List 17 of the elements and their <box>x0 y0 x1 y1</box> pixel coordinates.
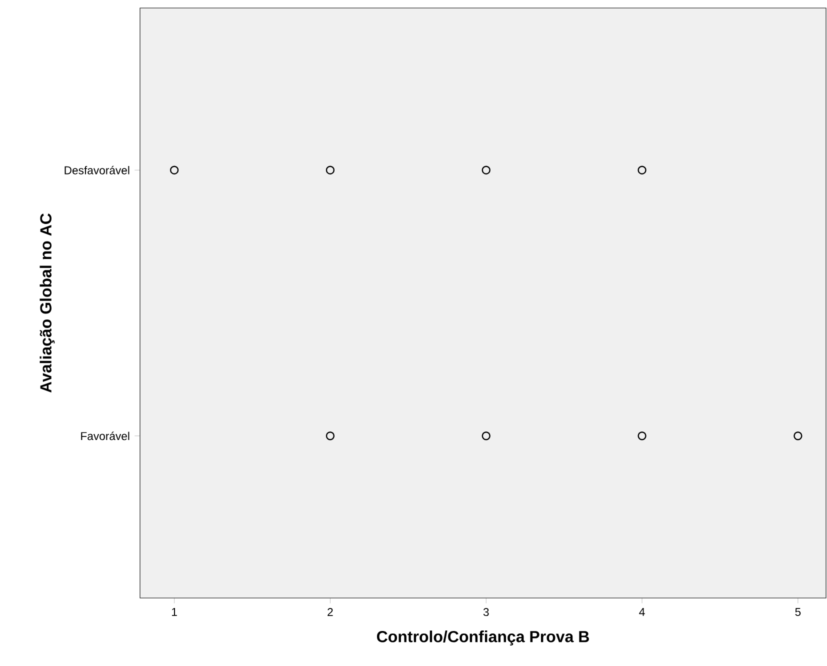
point <box>326 166 335 174</box>
x-tick-label: 4 <box>639 608 645 616</box>
point <box>638 432 646 440</box>
point <box>794 432 802 440</box>
point <box>482 166 490 174</box>
y-axis-title: Avaliação Global no AC <box>40 213 55 393</box>
point <box>326 432 335 440</box>
point <box>638 166 646 174</box>
point <box>482 432 490 440</box>
point <box>170 166 179 174</box>
x-tick-label: 3 <box>483 608 489 616</box>
x-tick-label: 2 <box>328 608 333 616</box>
x-axis-title: Controlo/Confiança Prova B <box>376 630 589 646</box>
y-tick-label: Desfavorável <box>64 166 130 174</box>
x-tick-label: 1 <box>172 608 177 616</box>
x-tick-label: 5 <box>795 608 801 616</box>
y-tick-label: Favorável <box>81 432 130 440</box>
